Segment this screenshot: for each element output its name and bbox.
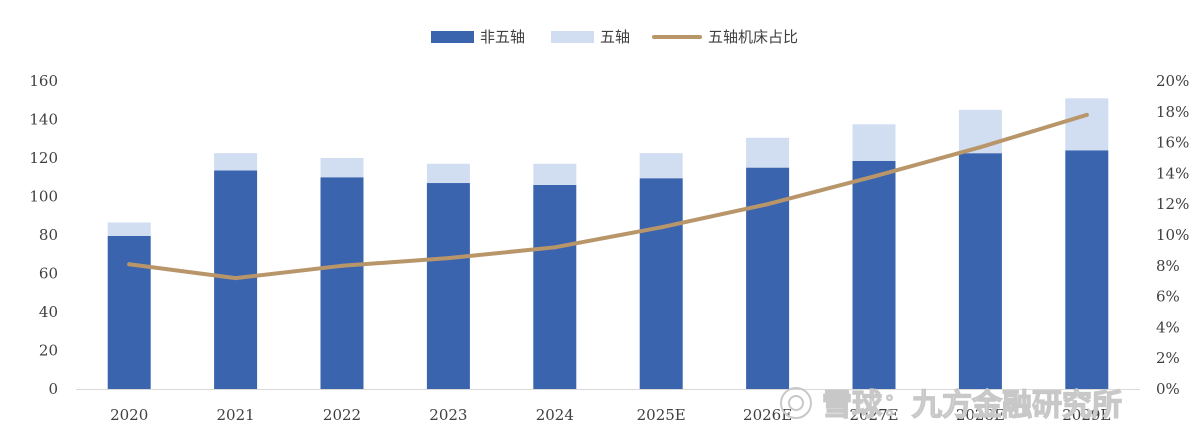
y-tick-left: 100 [29, 188, 58, 206]
y-tick-right: 16% [1156, 134, 1189, 152]
share-point [552, 245, 557, 250]
y-tick-left: 140 [29, 111, 58, 129]
share-point [872, 174, 876, 179]
y-tick-left: 80 [39, 226, 58, 244]
y-tick-right: 6% [1156, 288, 1180, 306]
bar-non-five-axis [107, 235, 151, 389]
bar-non-five-axis [1065, 150, 1109, 389]
share-point [127, 262, 132, 267]
y-tick-right: 10% [1156, 226, 1189, 244]
share-point [446, 256, 451, 261]
share-point [340, 263, 344, 268]
x-tick: 2025E [637, 406, 686, 424]
bar-five-axis [852, 124, 896, 161]
y-tick-left: 120 [29, 149, 58, 167]
legend-label: 五轴 [600, 28, 630, 46]
y-tick-right: 2% [1156, 349, 1180, 367]
x-tick: 2020 [110, 406, 148, 424]
bar-non-five-axis [426, 183, 470, 389]
x-tick: 2024 [536, 406, 574, 424]
y-axis-right: 0% 2% 4% 6% 8% 10% 12% 14% 16% 18% 20% [1156, 72, 1189, 398]
legend-label: 非五轴 [480, 28, 525, 46]
legend-item-share: 五轴机床占比 [652, 28, 798, 46]
share-point [765, 202, 770, 207]
share-point [1084, 112, 1089, 117]
bar-five-axis [533, 163, 577, 185]
watermark-logo-icon-inner [788, 395, 804, 411]
bar-five-axis [639, 153, 683, 179]
x-tick: 2028E [956, 406, 1005, 424]
bar-five-axis [1065, 98, 1109, 151]
legend-swatch [551, 31, 594, 43]
x-tick: 2022 [323, 406, 361, 424]
bar-non-five-axis [533, 184, 577, 389]
y-tick-right: 0% [1156, 380, 1180, 398]
y-axis-left: 0 20 40 60 80 100 120 140 160 [29, 72, 58, 398]
legend-item-non-five-axis: 非五轴 [431, 28, 525, 46]
y-tick-left: 60 [39, 265, 58, 283]
y-tick-right: 18% [1156, 103, 1189, 121]
x-axis: 2020 2021 2022 2023 2024 2025E 2026E 2027E 2028E… [110, 406, 1111, 424]
y-tick-right: 12% [1156, 195, 1189, 213]
bar-non-five-axis [852, 160, 896, 389]
y-tick-left: 20 [39, 342, 58, 360]
x-tick: 2023 [429, 406, 467, 424]
bar-non-five-axis [320, 177, 364, 389]
x-tick: 2029E [1062, 406, 1111, 424]
legend-label: 五轴机床占比 [708, 28, 798, 46]
bar-five-axis [426, 163, 470, 184]
legend: 非五轴 五轴 五轴机床占比 [431, 28, 798, 46]
bar-five-axis [214, 153, 258, 171]
bar-non-five-axis [639, 178, 683, 389]
legend-swatch [431, 31, 474, 43]
bar-five-axis [320, 158, 364, 178]
watermark-logo-icon [780, 387, 812, 419]
share-point [978, 145, 983, 150]
watermark-text: 雪球：九方金融研究所 [822, 388, 1122, 423]
watermark: 雪球：九方金融研究所 [780, 387, 1123, 424]
legend-item-five-axis: 五轴 [551, 28, 630, 46]
x-tick: 2021 [217, 406, 255, 424]
line-series [127, 112, 1089, 281]
bar-non-five-axis [958, 153, 1002, 389]
share-line [127, 112, 1089, 281]
bar-five-axis [746, 137, 790, 168]
y-tick-left: 40 [39, 303, 58, 321]
y-tick-left: 160 [29, 72, 58, 90]
bar-five-axis [107, 222, 151, 236]
y-tick-right: 20% [1156, 72, 1189, 90]
x-tick: 2026E [743, 406, 792, 424]
share-point [659, 225, 664, 230]
y-tick-right: 8% [1156, 257, 1180, 275]
bars [107, 98, 1109, 389]
y-tick-left: 0 [48, 380, 58, 398]
x-tick: 2027E [849, 406, 898, 424]
y-tick-right: 4% [1156, 318, 1180, 336]
y-tick-right: 14% [1156, 164, 1189, 182]
share-point [233, 276, 238, 281]
